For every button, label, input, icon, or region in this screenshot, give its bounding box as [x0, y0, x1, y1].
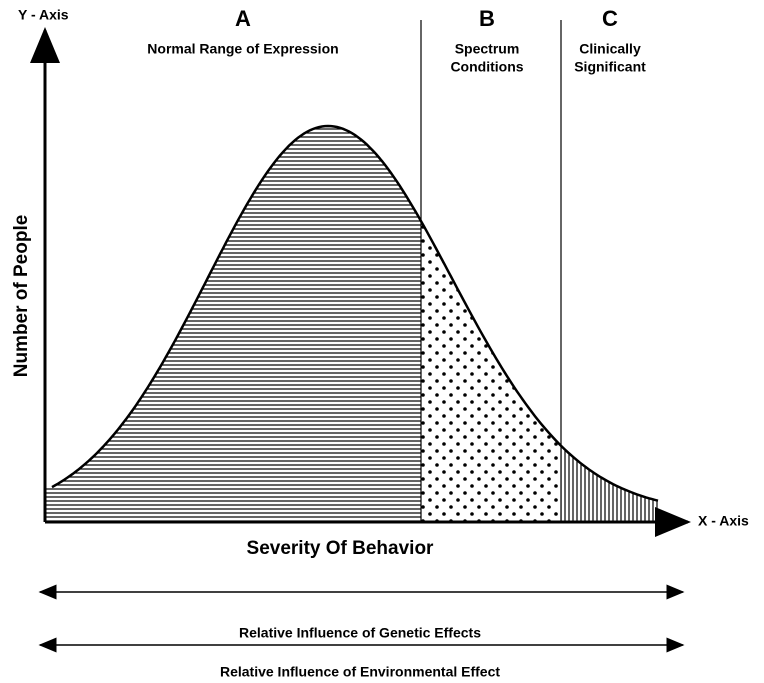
region-letter: A [235, 6, 251, 31]
vertical-title: Number of People [11, 215, 32, 378]
shaded-areas [45, 126, 658, 522]
region-label: Conditions [450, 59, 523, 75]
region-a-fill [45, 126, 421, 522]
y-axis-label: Y - Axis [18, 7, 69, 23]
region-label: Spectrum [455, 41, 520, 57]
region-letter: C [602, 6, 618, 31]
arrow-label: Relative Influence of Environmental Effe… [220, 664, 500, 680]
region-label: Normal Range of Expression [147, 41, 338, 57]
region-label: Clinically [579, 41, 641, 57]
horizontal-title: Severity Of Behavior [247, 538, 435, 559]
region-b-fill [421, 126, 561, 522]
region-label: Significant [574, 59, 646, 75]
x-axis-label: X - Axis [698, 513, 749, 529]
bell-curve [51, 124, 659, 502]
region-letter: B [479, 6, 495, 31]
arrow-label: Relative Influence of Genetic Effects [239, 625, 481, 641]
